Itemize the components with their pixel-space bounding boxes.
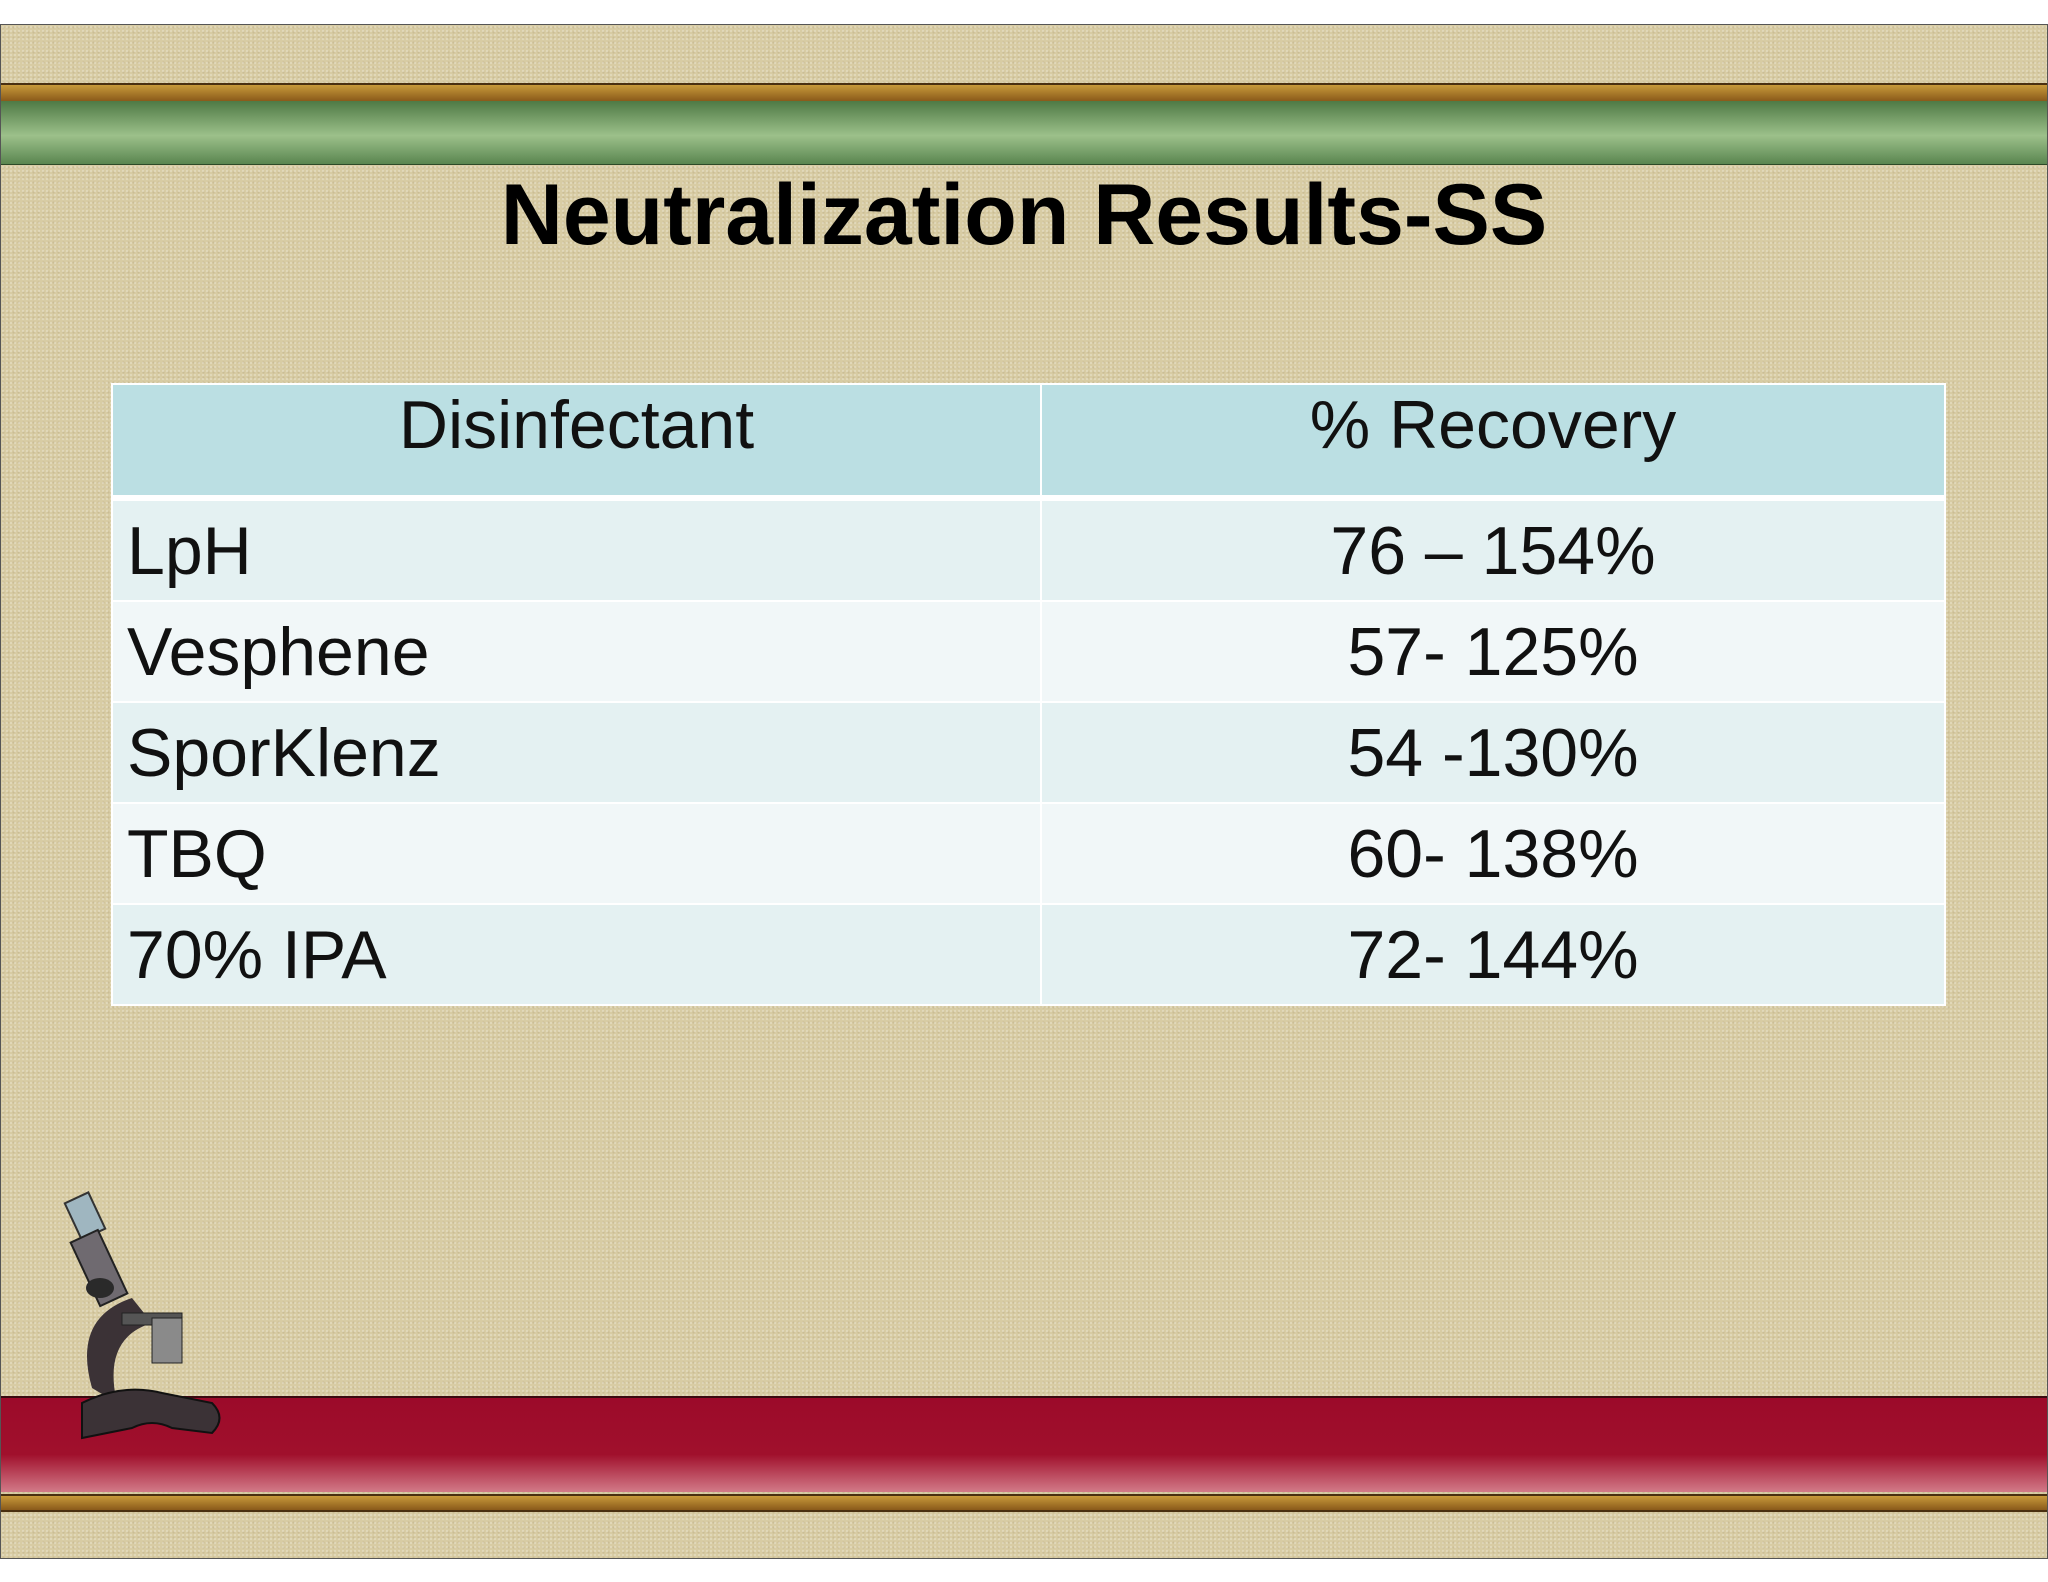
table-row: 70% IPA 72- 144% xyxy=(111,903,1946,1006)
red-band xyxy=(1,1396,2047,1492)
column-header: Disinfectant xyxy=(111,383,1042,501)
slide-title: Neutralization Results-SS xyxy=(500,167,1548,263)
green-band xyxy=(1,101,2047,165)
microscope-icon xyxy=(63,1191,221,1440)
cell: SporKlenz xyxy=(111,701,1042,804)
table-row: TBQ 60- 138% xyxy=(111,802,1946,905)
top-rule xyxy=(1,83,2047,103)
cell: Vesphene xyxy=(111,600,1042,703)
column-header: % Recovery xyxy=(1040,383,1946,501)
cell: 72- 144% xyxy=(1040,903,1946,1006)
results-table: Disinfectant % Recovery LpH 76 – 154% Ves… xyxy=(111,383,1946,1006)
table-row: LpH 76 – 154% xyxy=(111,497,1946,602)
cell: LpH xyxy=(111,497,1042,602)
cell: 70% IPA xyxy=(111,903,1042,1006)
cell: 60- 138% xyxy=(1040,802,1946,905)
table-row: Vesphene 57- 125% xyxy=(111,600,1946,703)
cell: TBQ xyxy=(111,802,1042,905)
header-row: Disinfectant % Recovery xyxy=(111,383,1946,501)
table-row: SporKlenz 54 -130% xyxy=(111,701,1946,804)
cell: 76 – 154% xyxy=(1040,497,1946,602)
cell: 57- 125% xyxy=(1040,600,1946,703)
bottom-rule xyxy=(1,1494,2047,1512)
cell: 54 -130% xyxy=(1040,701,1946,804)
